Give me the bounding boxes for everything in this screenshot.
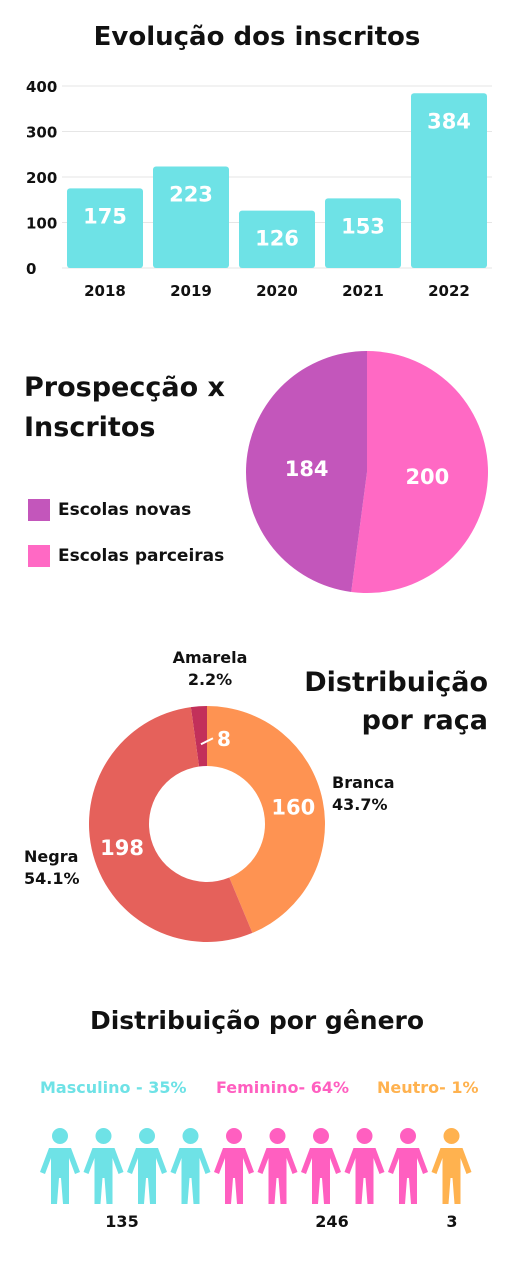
legend-swatch-parceiras [28, 545, 50, 567]
bar-value-label: 153 [341, 214, 385, 238]
label-negra: Negra 54.1% [24, 846, 80, 890]
donut-value-label: 198 [100, 836, 144, 860]
donut-chart: 8 160 198 [89, 706, 326, 942]
bar-value-label: 175 [83, 204, 127, 228]
label-negra-percent: 54.1% [24, 869, 80, 888]
legend-feminino: Feminino- 64% [216, 1078, 350, 1097]
count-neutro: 3 [446, 1212, 458, 1231]
donut-title-line1: Distribuição [304, 667, 488, 698]
legend-item-escolas-parceiras: Escolas parceiras [28, 545, 224, 567]
legend-masculino: Masculino - 35% [40, 1078, 187, 1097]
bar-chart-title: Evolução dos inscritos [93, 22, 421, 52]
y-tick-label: 200 [26, 169, 57, 187]
y-tick-label: 300 [26, 124, 57, 142]
pie-value-label: 200 [405, 465, 449, 489]
person-icon [257, 1128, 298, 1204]
gender-pictogram [40, 1128, 472, 1204]
y-tick-label: 100 [26, 215, 57, 233]
label-amarela-percent: 2.2% [187, 670, 233, 689]
x-tick-label: 2019 [170, 282, 212, 300]
label-negra-name: Negra [24, 847, 79, 866]
legend-label: Escolas parceiras [58, 546, 225, 566]
donut-slice-amarela [190, 706, 207, 767]
pie-slice-escolas-parceiras [351, 351, 489, 593]
donut-title-line2: por raça [361, 705, 488, 736]
x-tick-label: 2020 [256, 282, 298, 300]
x-tick-label: 2018 [84, 282, 126, 300]
legend-item-escolas-novas: Escolas novas [28, 499, 191, 521]
x-tick-label: 2022 [428, 282, 470, 300]
y-tick-label: 400 [26, 78, 57, 96]
person-icon [127, 1128, 167, 1204]
bar-2020 [239, 210, 315, 268]
person-icon [40, 1128, 80, 1204]
person-icon [214, 1128, 254, 1204]
person-icon [388, 1128, 428, 1204]
bar-chart: 400 300 200 100 0 175 223 126 153 384 2018 2019 20… [26, 78, 492, 300]
y-tick-label: 0 [26, 260, 36, 278]
donut-value-label: 160 [271, 796, 315, 820]
donut-slice-branca [207, 706, 326, 933]
donut-slice-negra [89, 707, 253, 942]
pie-value-label: 184 [285, 457, 329, 481]
person-icon [344, 1128, 385, 1204]
gender-chart-title: Distribuição por gênero [89, 1006, 425, 1035]
label-branca: Branca 43.7% [332, 772, 395, 816]
pie-slice-escolas-novas [246, 351, 367, 592]
legend-neutro: Neutro- 1% [377, 1078, 479, 1097]
person-icon [431, 1128, 472, 1204]
count-feminino: 246 [315, 1212, 349, 1231]
person-icon [83, 1128, 124, 1204]
x-tick-label: 2021 [342, 282, 384, 300]
bar-2018 [67, 188, 143, 268]
donut-chart-title: Distribuição por raça [248, 664, 488, 740]
person-icon [301, 1128, 341, 1204]
bar-2021 [325, 198, 401, 268]
label-amarela: Amarela 2.2% [150, 647, 270, 691]
bar-value-label: 384 [427, 109, 471, 133]
label-branca-percent: 43.7% [332, 795, 388, 814]
amarela-leader-line [200, 737, 214, 746]
donut-value-label: 8 [217, 727, 231, 751]
bar-2019 [153, 166, 229, 268]
legend-swatch-novas [28, 499, 50, 521]
label-branca-name: Branca [332, 773, 395, 792]
count-masculino: 135 [105, 1212, 139, 1231]
pie-chart-title: Prospecção x Inscritos [24, 372, 225, 443]
bar-value-label: 126 [255, 227, 299, 251]
bar-value-label: 223 [169, 183, 213, 207]
label-amarela-name: Amarela [172, 648, 248, 667]
pie-chart: 200 184 [246, 351, 489, 593]
legend-label: Escolas novas [58, 500, 192, 520]
person-icon [170, 1128, 211, 1204]
bar-2022 [411, 93, 487, 268]
